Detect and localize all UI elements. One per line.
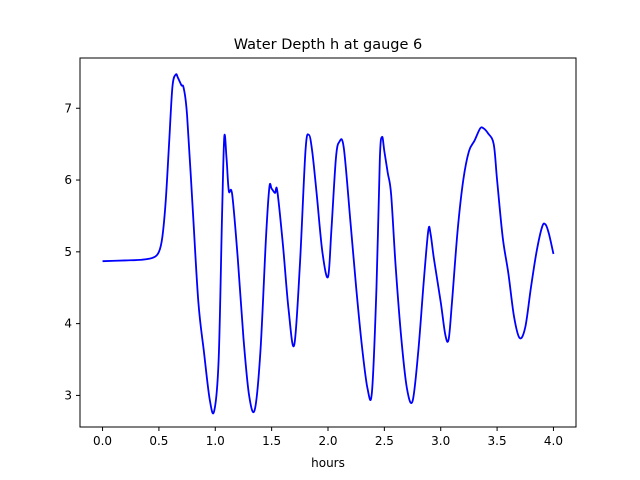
plot-frame [79,57,577,428]
x-axis-label: hours [311,456,345,470]
x-tick-label: 0.0 [93,434,112,448]
y-tick-label: 4 [64,317,72,331]
x-tick-label: 3.0 [431,434,450,448]
x-axis: 0.0 0.5 1.0 1.5 2.0 2.5 3.0 3.5 4.0 [93,427,563,448]
y-tick-label: 6 [64,173,72,187]
x-tick-label: 1.0 [206,434,225,448]
chart-title: Water Depth h at gauge 6 [234,37,422,53]
x-tick-label: 0.5 [149,434,168,448]
series-line-0 [102,73,555,415]
y-tick-label: 7 [64,101,72,115]
x-tick-label: 3.5 [488,434,507,448]
y-tick-label: 5 [64,245,72,259]
x-tick-label: 2.0 [318,434,337,448]
x-tick-label: 2.5 [375,434,394,448]
y-axis: 3 4 5 6 7 [64,101,80,402]
x-tick-label: 4.0 [544,434,563,448]
plot-area [102,73,555,415]
x-tick-label: 1.5 [262,434,281,448]
y-tick-label: 3 [64,388,72,402]
